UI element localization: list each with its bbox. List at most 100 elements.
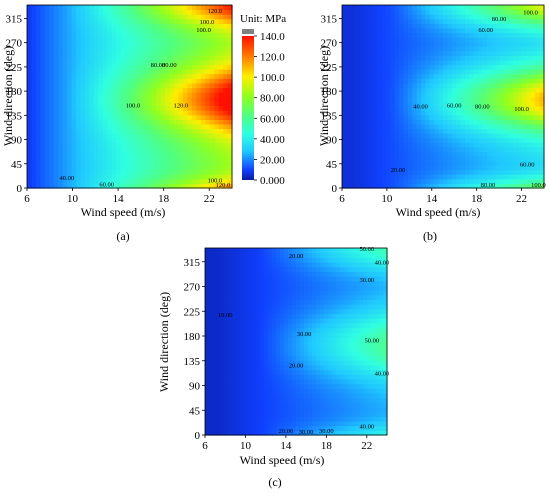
heatmap-cell [530,169,536,175]
heatmap-cell [276,248,281,254]
heatmap-cell [296,360,301,366]
heatmap-cell [208,350,214,357]
heatmap-cell [504,169,510,175]
heatmap-cell [208,416,214,422]
heatmap-cell [147,78,153,84]
heatmap-cell [156,59,162,66]
x-tick-label: 10 [381,193,393,205]
heatmap-cell [342,137,347,143]
heatmap-cell [399,183,405,189]
heatmap-cell [240,374,246,380]
heatmap-cell [80,146,86,152]
heatmap-cell [500,91,506,98]
heatmap-cell [174,183,180,189]
heatmap-cell [31,18,37,24]
heatmap-cell [244,378,250,385]
heatmap-cell [116,73,122,79]
heatmap-cell [232,252,238,258]
heatmap-cell [323,392,329,399]
heatmap-cell [187,41,193,47]
heatmap-cell [399,133,405,139]
heatmap-cell [359,137,365,143]
heatmap-cell [165,59,171,66]
heatmap-cell [346,27,352,34]
heatmap-cell [151,133,157,139]
heatmap-cell [307,374,313,380]
heatmap-cell [517,91,523,98]
heatmap-cell [394,78,400,84]
heatmap-cell [500,41,506,47]
heatmap-cell [407,169,413,175]
heatmap-cell [232,360,238,366]
heatmap-cell [486,23,492,29]
heatmap-cell [187,55,193,61]
heatmap-cell [438,69,444,75]
heatmap-cell [359,169,365,175]
heatmap-cell [292,322,297,329]
heatmap-cell [390,123,396,130]
heatmap-cell [216,266,222,272]
heatmap-cell [227,87,233,93]
heatmap-cell [224,402,230,408]
heatmap-cell [40,73,46,79]
heatmap-cell [342,23,347,29]
heatmap-cell [504,174,510,180]
heatmap-cell [535,146,541,152]
heatmap-cell [288,397,293,403]
heatmap-cell [232,425,238,431]
heatmap-cell [116,101,122,107]
heatmap-cell [169,178,175,185]
heatmap-cell [125,123,131,130]
heatmap-cell [307,327,313,333]
heatmap-cell [451,14,457,20]
heatmap-cell [142,82,148,88]
heatmap-cell [236,406,242,413]
heatmap-cell [307,360,313,366]
heatmap-cell [319,392,325,399]
heatmap-cell [381,151,387,157]
heatmap-cell [200,41,206,47]
heatmap-cell [346,146,352,152]
heatmap-cell [315,285,321,291]
heatmap-cell [178,169,184,175]
heatmap-cell [44,169,50,175]
heatmap-cell [539,174,545,180]
heatmap-cell [522,160,528,166]
heatmap-cell [212,318,218,324]
heatmap-cell [40,69,46,75]
heatmap-cell [236,350,242,357]
contour-label: 40.00 [413,103,428,110]
heatmap-cell [71,78,77,84]
heatmap-cell [284,257,289,263]
heatmap-cell [182,119,189,125]
heatmap-cell [399,9,405,15]
heatmap-cell [350,87,356,93]
heatmap-cell [93,110,99,116]
heatmap-cell [530,18,536,24]
heatmap-cell [522,105,528,111]
heatmap-cell [40,46,46,52]
heatmap-cell [307,406,313,413]
heatmap-cell [284,369,289,375]
heatmap-cell [174,69,180,75]
heatmap-cell [208,290,214,296]
heatmap-cell [76,50,82,56]
heatmap-cell [359,160,365,166]
heatmap-cell [447,123,453,130]
heatmap-cell [102,50,108,56]
heatmap-cell [421,183,427,189]
heatmap-cell [71,178,77,185]
heatmap-cell [399,27,405,34]
heatmap-cell [416,174,422,180]
heatmap-cell [508,123,514,130]
heatmap-cell [350,9,356,15]
heatmap-cell [491,110,497,116]
heatmap-cell [223,14,229,20]
heatmap-cell [71,183,77,189]
heatmap-cell [196,55,202,61]
heatmap-cell [359,146,365,152]
heatmap-cell [80,105,86,111]
heatmap-cell [517,137,523,143]
heatmap-cell [469,146,475,152]
heatmap-cell [212,332,218,338]
